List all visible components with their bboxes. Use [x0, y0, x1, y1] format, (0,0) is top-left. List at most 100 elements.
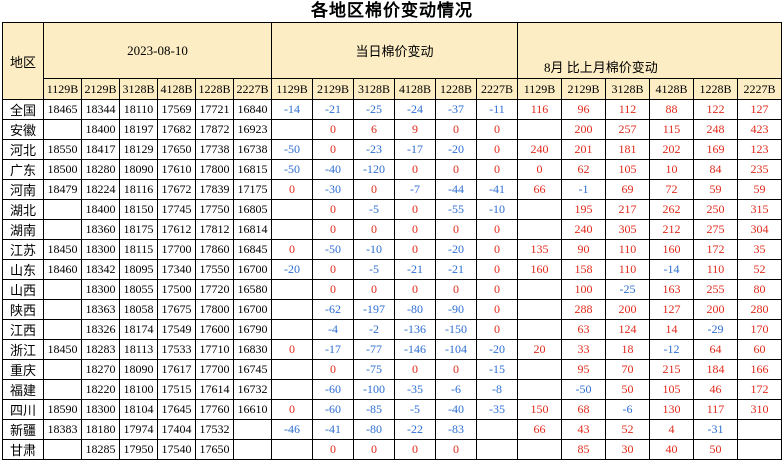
daily-change-cell: 0 — [312, 139, 354, 160]
daily-change-cell — [271, 119, 313, 140]
price-cell: 17600 — [195, 319, 234, 340]
price-cell: 16845 — [233, 239, 272, 260]
price-cell: 17612 — [157, 219, 196, 240]
daily-change-cell: 0 — [476, 319, 518, 340]
table-row: 四川 18590 18300 18104 17645 17760 16610 0 -60 -85-… — [2, 399, 782, 420]
grade-column-header: 1129B — [517, 78, 562, 100]
price-cell: 17721 — [195, 99, 234, 120]
price-cell: 17950 — [119, 439, 158, 460]
daily-change-cell: -30 — [312, 179, 354, 200]
table-row: 山东 18460 18342 18095 17340 17550 16700 -20 0 -5 -2… — [2, 259, 782, 280]
price-cell: 18095 — [119, 259, 158, 280]
daily-change-cell: -20 — [271, 259, 313, 280]
price-cell: 17672 — [157, 179, 196, 200]
monthly-change-cell: 250 — [693, 199, 738, 220]
grade-column-header: 2227B — [476, 78, 518, 100]
monthly-change-cell: -1 — [561, 179, 606, 200]
daily-change-cell: -41 — [476, 179, 518, 200]
daily-change-cell: -25 — [353, 99, 395, 120]
price-cell: 17175 — [233, 179, 272, 200]
group-header-1: 当日棉价变动 — [271, 22, 518, 79]
daily-change-cell: -40 — [312, 159, 354, 180]
price-cell: 17645 — [157, 399, 196, 420]
daily-change-cell: 0 — [476, 299, 518, 320]
monthly-change-cell: 200 — [693, 299, 738, 320]
monthly-change-cell: 123 — [737, 139, 782, 160]
daily-change-cell — [476, 439, 518, 460]
region-cell: 安徽 — [2, 119, 44, 140]
monthly-change-cell: 52 — [737, 259, 782, 280]
price-cell: 18326 — [81, 319, 120, 340]
price-cell: 17700 — [157, 239, 196, 260]
daily-change-cell: -60 — [312, 379, 354, 400]
table-row: 广东 18500 18280 18090 17610 17800 16815 -50 -40 -1… — [2, 159, 782, 180]
monthly-change-cell: 158 — [561, 259, 606, 280]
grade-column-header: 2129B — [81, 78, 120, 100]
monthly-change-cell — [517, 439, 562, 460]
price-cell — [43, 359, 82, 380]
table-row: 陕西 18363 18058 17675 17800 16700 -62 -197 -80 -90… — [2, 299, 782, 320]
price-cell: 17710 — [195, 339, 234, 360]
daily-change-cell: -37 — [435, 99, 477, 120]
daily-change-cell: 0 — [394, 239, 436, 260]
daily-change-cell: 0 — [394, 219, 436, 240]
daily-change-cell: 9 — [394, 119, 436, 140]
monthly-change-cell: 315 — [737, 199, 782, 220]
daily-change-cell: -55 — [435, 199, 477, 220]
daily-change-cell: 0 — [312, 199, 354, 220]
price-cell — [43, 119, 82, 140]
daily-change-cell: -7 — [394, 179, 436, 200]
daily-change-cell: -75 — [353, 359, 395, 380]
table-row: 安徽 18400 18197 17682 17872 16923 0 6 9 0 0 200 257 11… — [2, 119, 782, 140]
daily-change-cell: -8 — [476, 379, 518, 400]
table-row: 甘肃 18285 17950 17540 17650 0 0 0 0 85 30 40 50 — [2, 439, 782, 460]
monthly-change-cell: 33 — [561, 339, 606, 360]
price-cell: 17500 — [157, 279, 196, 300]
price-cell: 16790 — [233, 319, 272, 340]
grade-column-header: 4128B — [394, 78, 436, 100]
daily-change-cell: 0 — [394, 279, 436, 300]
daily-change-cell — [271, 199, 313, 220]
daily-change-cell: 0 — [435, 159, 477, 180]
price-cell: 18224 — [81, 179, 120, 200]
monthly-change-cell: 50 — [605, 379, 650, 400]
daily-change-cell: -5 — [353, 259, 395, 280]
monthly-change-cell: 160 — [649, 239, 694, 260]
daily-change-cell: -24 — [394, 99, 436, 120]
daily-change-cell: -2 — [353, 319, 395, 340]
monthly-change-cell: 72 — [649, 179, 694, 200]
monthly-change-cell: 115 — [649, 119, 694, 140]
daily-change-cell: -77 — [353, 339, 395, 360]
price-cell: 16700 — [233, 259, 272, 280]
price-cell: 17738 — [195, 139, 234, 160]
price-cell: 17614 — [195, 379, 234, 400]
daily-change-cell: 0 — [353, 179, 395, 200]
price-cell: 18460 — [43, 259, 82, 280]
daily-change-cell: 0 — [312, 439, 354, 460]
monthly-change-cell: 215 — [649, 359, 694, 380]
price-cell: 16732 — [233, 379, 272, 400]
monthly-change-cell: 95 — [561, 359, 606, 380]
monthly-change-cell: 62 — [561, 159, 606, 180]
price-cell: 18270 — [81, 359, 120, 380]
monthly-change-cell: 150 — [517, 399, 562, 420]
price-cell: 18400 — [81, 119, 120, 140]
price-cell: 18360 — [81, 219, 120, 240]
daily-change-cell: 0 — [476, 279, 518, 300]
monthly-change-cell: 84 — [693, 159, 738, 180]
daily-change-cell: -15 — [476, 359, 518, 380]
grade-column-header: 3128B — [605, 78, 650, 100]
monthly-change-cell: 50 — [693, 439, 738, 460]
table-row: 福建 18220 18100 17515 17614 16732 -60 -100 -35 -6-… — [2, 379, 782, 400]
grade-column-header: 1129B — [43, 78, 82, 100]
monthly-change-cell: 135 — [517, 239, 562, 260]
region-cell: 重庆 — [2, 359, 44, 380]
region-cell: 陕西 — [2, 299, 44, 320]
monthly-change-cell: 80 — [737, 279, 782, 300]
monthly-change-cell: 280 — [737, 299, 782, 320]
price-cell: 18175 — [119, 219, 158, 240]
daily-change-cell: -62 — [312, 299, 354, 320]
daily-change-cell: -21 — [312, 99, 354, 120]
daily-change-cell: -80 — [394, 299, 436, 320]
